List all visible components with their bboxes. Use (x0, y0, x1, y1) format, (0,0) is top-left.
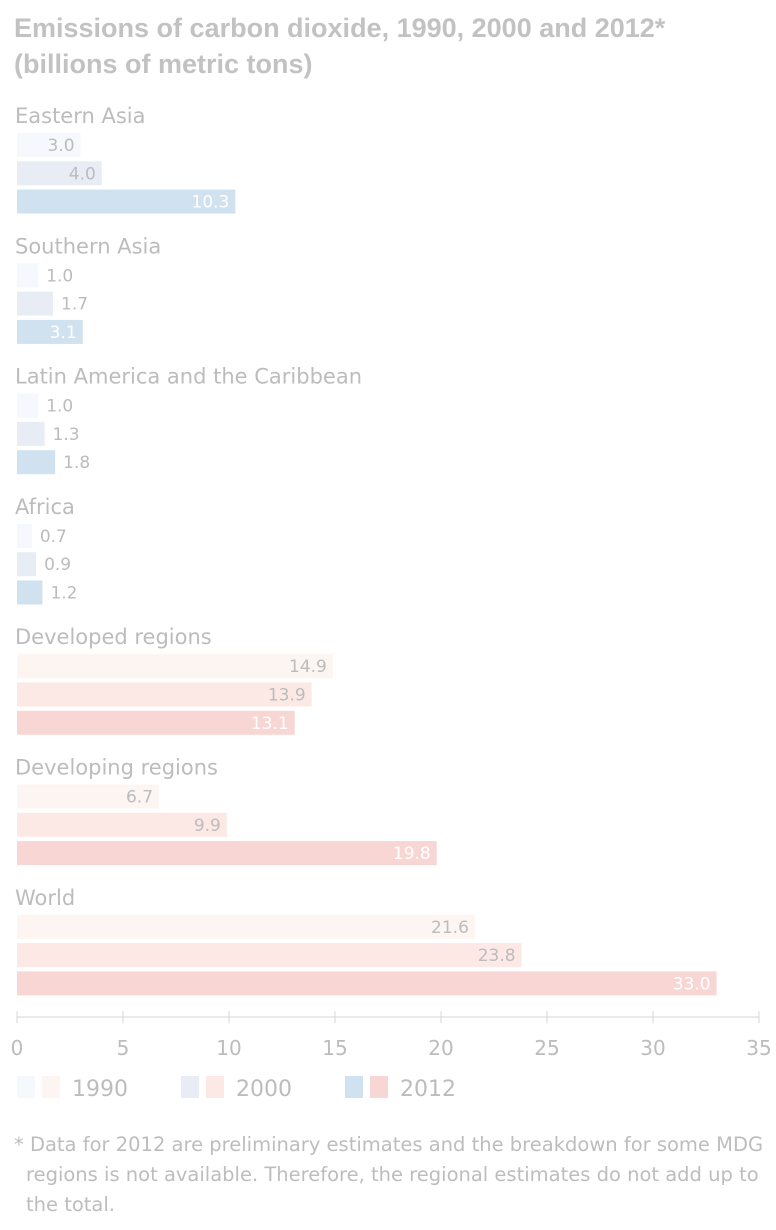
bar-value-label: 13.9 (268, 686, 306, 706)
bar-value-label: 13.1 (251, 714, 289, 734)
bar (17, 943, 522, 968)
bar-value-label: 1.8 (63, 453, 90, 473)
category-label: World (15, 886, 75, 910)
bar (17, 784, 160, 809)
bar-value-label: 1.2 (50, 584, 77, 604)
bar-value-label: 19.8 (393, 844, 431, 864)
bar-value-label: 0.7 (40, 527, 67, 547)
x-axis-tick-label: 10 (216, 1036, 241, 1060)
bar-value-label: 33.0 (673, 974, 711, 994)
category-label: Developed regions (15, 625, 212, 649)
bar (17, 971, 717, 996)
bar (17, 291, 54, 316)
bar-value-label: 3.0 (48, 136, 75, 156)
legend-swatch-blue (181, 1076, 199, 1098)
bar (17, 263, 39, 288)
bar-value-label: 14.9 (289, 657, 327, 677)
legend-label: 2012 (400, 1077, 456, 1102)
bar-value-label: 21.6 (431, 918, 469, 938)
bar-value-label: 1.0 (46, 266, 73, 286)
bar (17, 914, 475, 939)
legend-swatch-red (370, 1076, 388, 1098)
bar (17, 841, 437, 866)
x-axis-tick-label: 15 (322, 1036, 347, 1060)
x-axis-tick-label: 25 (534, 1036, 559, 1060)
chart-title-line-2: (billions of metric tons) (14, 49, 313, 79)
bar (17, 552, 37, 577)
legend-swatch-red (42, 1076, 60, 1098)
bar (17, 319, 83, 344)
x-axis-tick-label: 35 (746, 1036, 771, 1060)
bar-value-label: 6.7 (126, 788, 153, 808)
legend-label: 1990 (72, 1077, 128, 1102)
legend-swatch-blue (17, 1076, 35, 1098)
bar-value-label: 10.3 (192, 193, 230, 213)
bar-value-label: 23.8 (478, 946, 516, 966)
bar (17, 682, 312, 707)
bar-value-label: 1.3 (53, 425, 80, 445)
bar (17, 189, 236, 214)
bar-value-label: 4.0 (69, 164, 96, 184)
bar-value-label: 9.9 (194, 816, 221, 836)
chart-title: Emissions of carbon dioxide, 1990, 2000 … (14, 10, 764, 82)
bar (17, 654, 333, 679)
footnote: * Data for 2012 are preliminary estimate… (14, 1133, 764, 1216)
legend-swatch-red (206, 1076, 224, 1098)
legend-label: 2000 (236, 1077, 292, 1102)
bar (17, 812, 227, 837)
bar (17, 421, 45, 446)
legend-swatch-blue (345, 1076, 363, 1098)
bar (17, 710, 295, 735)
x-axis-tick-label: 5 (117, 1036, 130, 1060)
bar (17, 161, 102, 186)
bar (17, 450, 56, 475)
bar-value-label: 0.9 (44, 555, 71, 575)
x-axis-tick-label: 0 (11, 1036, 24, 1060)
category-label: Southern Asia (15, 234, 161, 258)
bar-value-label: 3.1 (50, 323, 77, 343)
category-label: Eastern Asia (15, 104, 146, 128)
category-label: Africa (15, 495, 75, 519)
bar-value-label: 1.7 (61, 295, 88, 315)
x-axis-tick-label: 30 (640, 1036, 665, 1060)
category-label: Developing regions (15, 756, 218, 780)
category-label: Latin America and the Caribbean (15, 365, 362, 389)
bar (17, 523, 32, 548)
chart-area: Eastern Asia 3.0 4.0 10.3 Southern Asia 1.0 1.… (11, 104, 772, 1102)
bar-value-label: 1.0 (46, 397, 73, 417)
bar (17, 580, 43, 605)
bar (17, 393, 39, 418)
bar (17, 133, 81, 157)
chart-title-line-1: Emissions of carbon dioxide, 1990, 2000 … (14, 13, 666, 43)
x-axis-tick-label: 20 (428, 1036, 453, 1060)
